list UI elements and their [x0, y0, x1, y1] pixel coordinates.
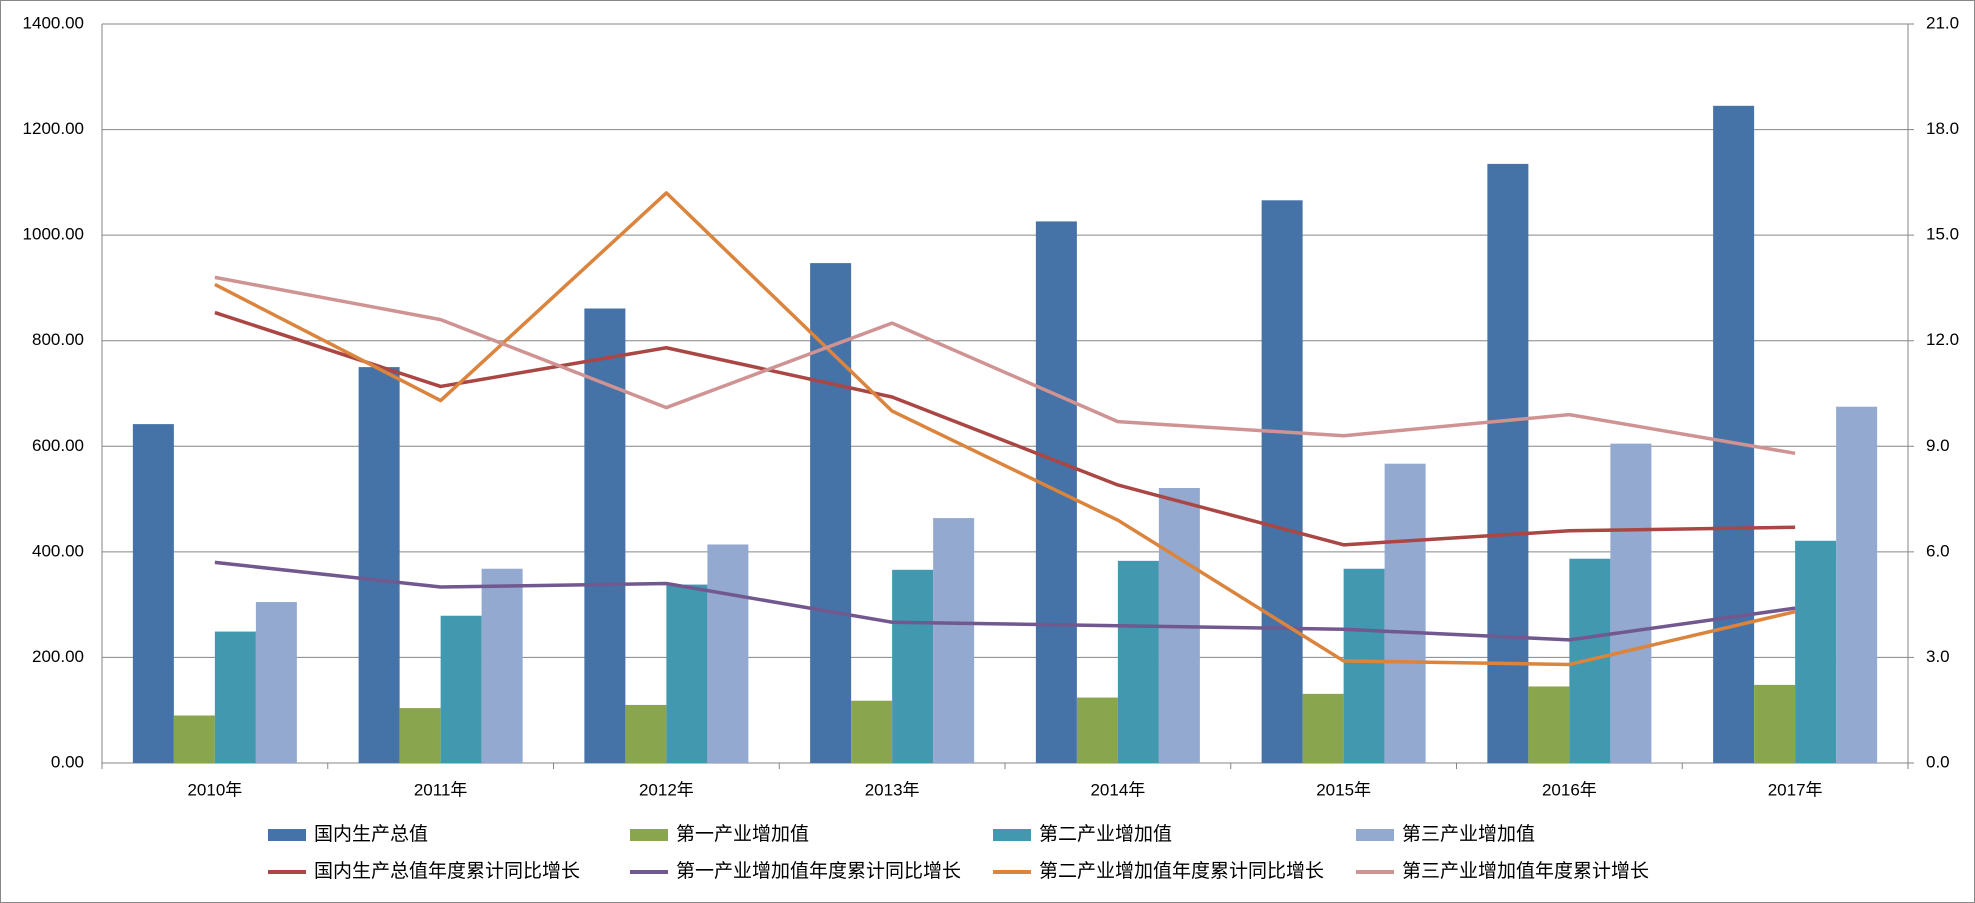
bar: [1713, 105, 1755, 763]
bar: [625, 704, 667, 763]
bar: [399, 708, 441, 763]
y2-tick-label: 21.0: [1926, 13, 1959, 32]
bar: [132, 424, 174, 763]
y2-tick-label: 15.0: [1926, 225, 1959, 244]
legend-label: 国内生产总值年度累计同比增长: [314, 860, 580, 882]
y-tick-label: 0.00: [51, 752, 84, 771]
y-tick-label: 1200.00: [23, 119, 84, 138]
legend-label: 第三产业增加值: [1402, 823, 1535, 845]
bar: [1384, 463, 1426, 763]
bar: [1754, 684, 1796, 763]
bar: [440, 615, 482, 763]
bar: [1302, 693, 1344, 763]
legend-label: 第二产业增加值: [1039, 823, 1172, 845]
y2-tick-label: 12.0: [1926, 330, 1959, 349]
bar: [1795, 540, 1837, 763]
bar: [892, 569, 934, 763]
legend-label: 国内生产总值: [314, 823, 428, 845]
bar: [1528, 686, 1570, 763]
bar: [481, 568, 523, 763]
legend-label: 第一产业增加值: [676, 823, 809, 845]
x-tick-label: 2011年: [414, 780, 468, 799]
line: [214, 310, 1796, 547]
y-tick-label: 1000.00: [23, 225, 84, 244]
bar: [1076, 697, 1118, 763]
y-tick-label: 600.00: [32, 436, 84, 455]
y2-tick-label: 0.0: [1926, 752, 1950, 771]
y-tick-label: 800.00: [32, 330, 84, 349]
x-tick-label: 2012年: [639, 780, 694, 799]
bar: [1836, 406, 1878, 763]
y-tick-label: 1400.00: [23, 13, 84, 32]
line: [214, 191, 1796, 667]
y-tick-label: 200.00: [32, 647, 84, 666]
bar: [666, 584, 708, 763]
bar: [1610, 443, 1652, 763]
legend-swatch: [630, 829, 668, 841]
bar: [255, 602, 297, 763]
y2-tick-label: 3.0: [1926, 647, 1950, 666]
bar: [851, 700, 893, 763]
y2-tick-label: 6.0: [1926, 541, 1950, 560]
legend-swatch: [268, 829, 306, 841]
x-tick-label: 2016年: [1542, 780, 1597, 799]
bar: [1117, 560, 1159, 763]
x-tick-label: 2010年: [187, 780, 242, 799]
y-tick-label: 400.00: [32, 541, 84, 560]
bar: [358, 367, 400, 763]
bar: [1343, 568, 1385, 763]
y2-tick-label: 18.0: [1926, 119, 1959, 138]
legend-label: 第三产业增加值年度累计增长: [1402, 860, 1649, 882]
legend-label: 第一产业增加值年度累计同比增长: [676, 860, 961, 882]
x-tick-label: 2017年: [1768, 780, 1823, 799]
line: [214, 560, 1796, 642]
legend-label: 第二产业增加值年度累计同比增长: [1039, 860, 1324, 882]
line: [214, 275, 1796, 456]
legend-swatch: [1356, 829, 1394, 841]
legend-swatch: [993, 829, 1031, 841]
bar: [1487, 163, 1529, 763]
bar: [707, 544, 749, 763]
x-tick-label: 2014年: [1090, 780, 1145, 799]
bar: [1261, 200, 1303, 763]
x-tick-label: 2015年: [1316, 780, 1371, 799]
bar: [933, 518, 975, 763]
bar: [214, 631, 256, 763]
y2-tick-label: 9.0: [1926, 436, 1950, 455]
x-tick-label: 2013年: [865, 780, 920, 799]
bar: [173, 715, 215, 763]
